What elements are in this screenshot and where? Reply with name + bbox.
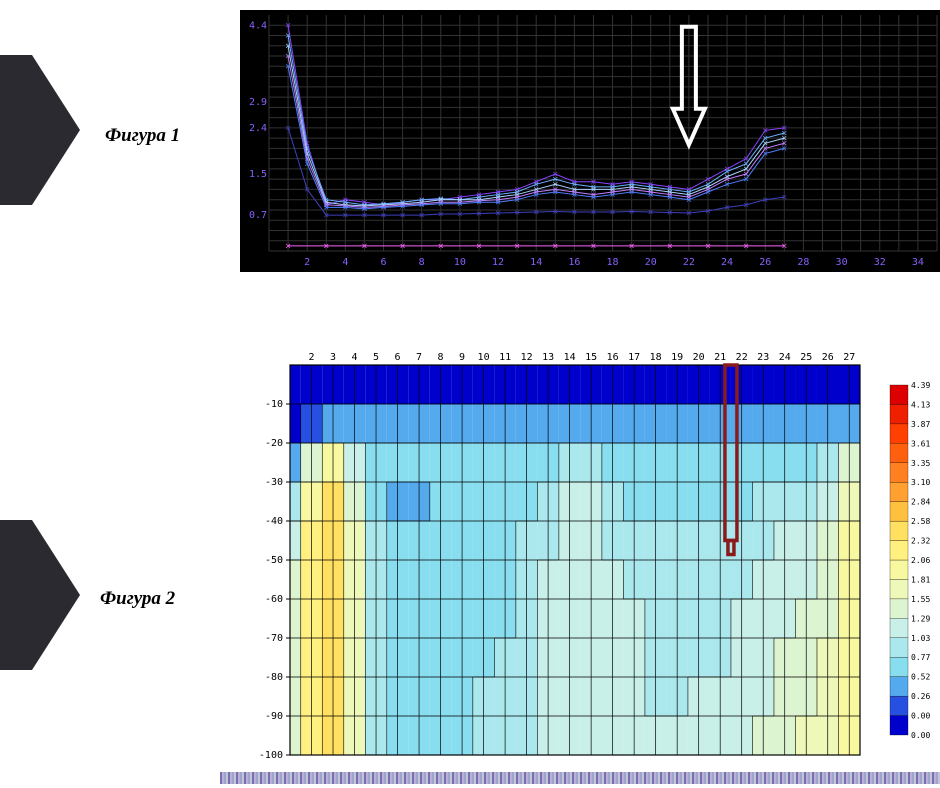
svg-text:24: 24	[721, 257, 733, 268]
svg-text:12: 12	[521, 352, 533, 363]
chevron-decoration	[0, 520, 80, 670]
svg-text:3.35: 3.35	[911, 459, 930, 468]
svg-text:25: 25	[800, 352, 812, 363]
chart-2-svg: 2345678910111213141516171819202122232425…	[240, 345, 940, 765]
svg-text:0.00: 0.00	[911, 731, 930, 740]
svg-text:1.29: 1.29	[911, 614, 930, 623]
svg-text:20: 20	[645, 257, 657, 268]
chart-2: 2345678910111213141516171819202122232425…	[240, 345, 940, 765]
svg-text:12: 12	[492, 257, 504, 268]
svg-text:4: 4	[342, 257, 348, 268]
svg-text:2.4: 2.4	[249, 123, 267, 134]
svg-text:6: 6	[395, 352, 401, 363]
svg-text:20: 20	[693, 352, 705, 363]
svg-text:2: 2	[308, 352, 314, 363]
svg-text:2.9: 2.9	[249, 97, 267, 108]
svg-text:6: 6	[380, 257, 386, 268]
bottom-strip-decoration	[220, 772, 940, 784]
svg-text:8: 8	[438, 352, 444, 363]
svg-text:-60: -60	[265, 594, 283, 605]
svg-text:2.58: 2.58	[911, 517, 930, 526]
svg-text:3.87: 3.87	[911, 420, 930, 429]
svg-text:3.10: 3.10	[911, 478, 930, 487]
svg-text:-20: -20	[265, 438, 283, 449]
svg-text:8: 8	[419, 257, 425, 268]
svg-text:2.06: 2.06	[911, 556, 930, 565]
chevron-decoration	[0, 55, 80, 205]
svg-text:27: 27	[843, 352, 855, 363]
svg-text:14: 14	[564, 352, 576, 363]
svg-text:1.5: 1.5	[249, 169, 267, 180]
svg-text:2.84: 2.84	[911, 498, 930, 507]
svg-text:34: 34	[912, 257, 924, 268]
figure-2-label: Фигура 2	[100, 588, 175, 610]
svg-text:4: 4	[352, 352, 358, 363]
svg-text:19: 19	[671, 352, 683, 363]
svg-text:30: 30	[836, 257, 848, 268]
svg-text:18: 18	[607, 257, 619, 268]
page: { "labels": { "fig1": "Фигура 1", "fig2"…	[0, 0, 940, 788]
svg-text:10: 10	[478, 352, 490, 363]
svg-text:22: 22	[683, 257, 695, 268]
chart-1: 0.71.52.42.94.42468101214161820222426283…	[240, 10, 940, 272]
svg-text:28: 28	[797, 257, 809, 268]
svg-text:0.7: 0.7	[249, 210, 267, 221]
svg-text:-30: -30	[265, 477, 283, 488]
svg-text:22: 22	[736, 352, 748, 363]
figure-1-label: Фигура 1	[105, 125, 180, 147]
svg-text:18: 18	[650, 352, 662, 363]
svg-text:15: 15	[585, 352, 597, 363]
svg-text:11: 11	[499, 352, 511, 363]
svg-text:-70: -70	[265, 633, 283, 644]
svg-text:4.4: 4.4	[249, 20, 267, 31]
svg-text:-10: -10	[265, 399, 283, 410]
svg-text:0.52: 0.52	[911, 673, 930, 682]
svg-text:0.26: 0.26	[911, 692, 930, 701]
svg-text:5: 5	[373, 352, 379, 363]
svg-text:0.77: 0.77	[911, 653, 930, 662]
svg-text:1.81: 1.81	[911, 575, 930, 584]
svg-text:16: 16	[568, 257, 580, 268]
svg-text:3: 3	[330, 352, 336, 363]
svg-text:4.39: 4.39	[911, 381, 930, 390]
svg-text:7: 7	[416, 352, 422, 363]
svg-text:21: 21	[714, 352, 726, 363]
svg-text:16: 16	[607, 352, 619, 363]
svg-text:2.32: 2.32	[911, 537, 930, 546]
svg-text:-100: -100	[259, 750, 283, 761]
svg-text:14: 14	[530, 257, 542, 268]
svg-text:1.03: 1.03	[911, 634, 930, 643]
svg-text:0.00: 0.00	[911, 712, 930, 721]
svg-text:13: 13	[542, 352, 554, 363]
svg-text:1.55: 1.55	[911, 595, 930, 604]
svg-text:-80: -80	[265, 672, 283, 683]
svg-text:2: 2	[304, 257, 310, 268]
svg-text:-50: -50	[265, 555, 283, 566]
svg-text:3.61: 3.61	[911, 439, 930, 448]
svg-text:10: 10	[454, 257, 466, 268]
svg-text:26: 26	[759, 257, 771, 268]
svg-text:32: 32	[874, 257, 886, 268]
svg-text:26: 26	[822, 352, 834, 363]
svg-text:24: 24	[779, 352, 791, 363]
svg-text:4.13: 4.13	[911, 400, 930, 409]
svg-text:23: 23	[757, 352, 769, 363]
svg-text:-90: -90	[265, 711, 283, 722]
svg-text:17: 17	[628, 352, 640, 363]
chart-1-svg: 0.71.52.42.94.42468101214161820222426283…	[241, 11, 940, 271]
svg-text:-40: -40	[265, 516, 283, 527]
svg-text:9: 9	[459, 352, 465, 363]
